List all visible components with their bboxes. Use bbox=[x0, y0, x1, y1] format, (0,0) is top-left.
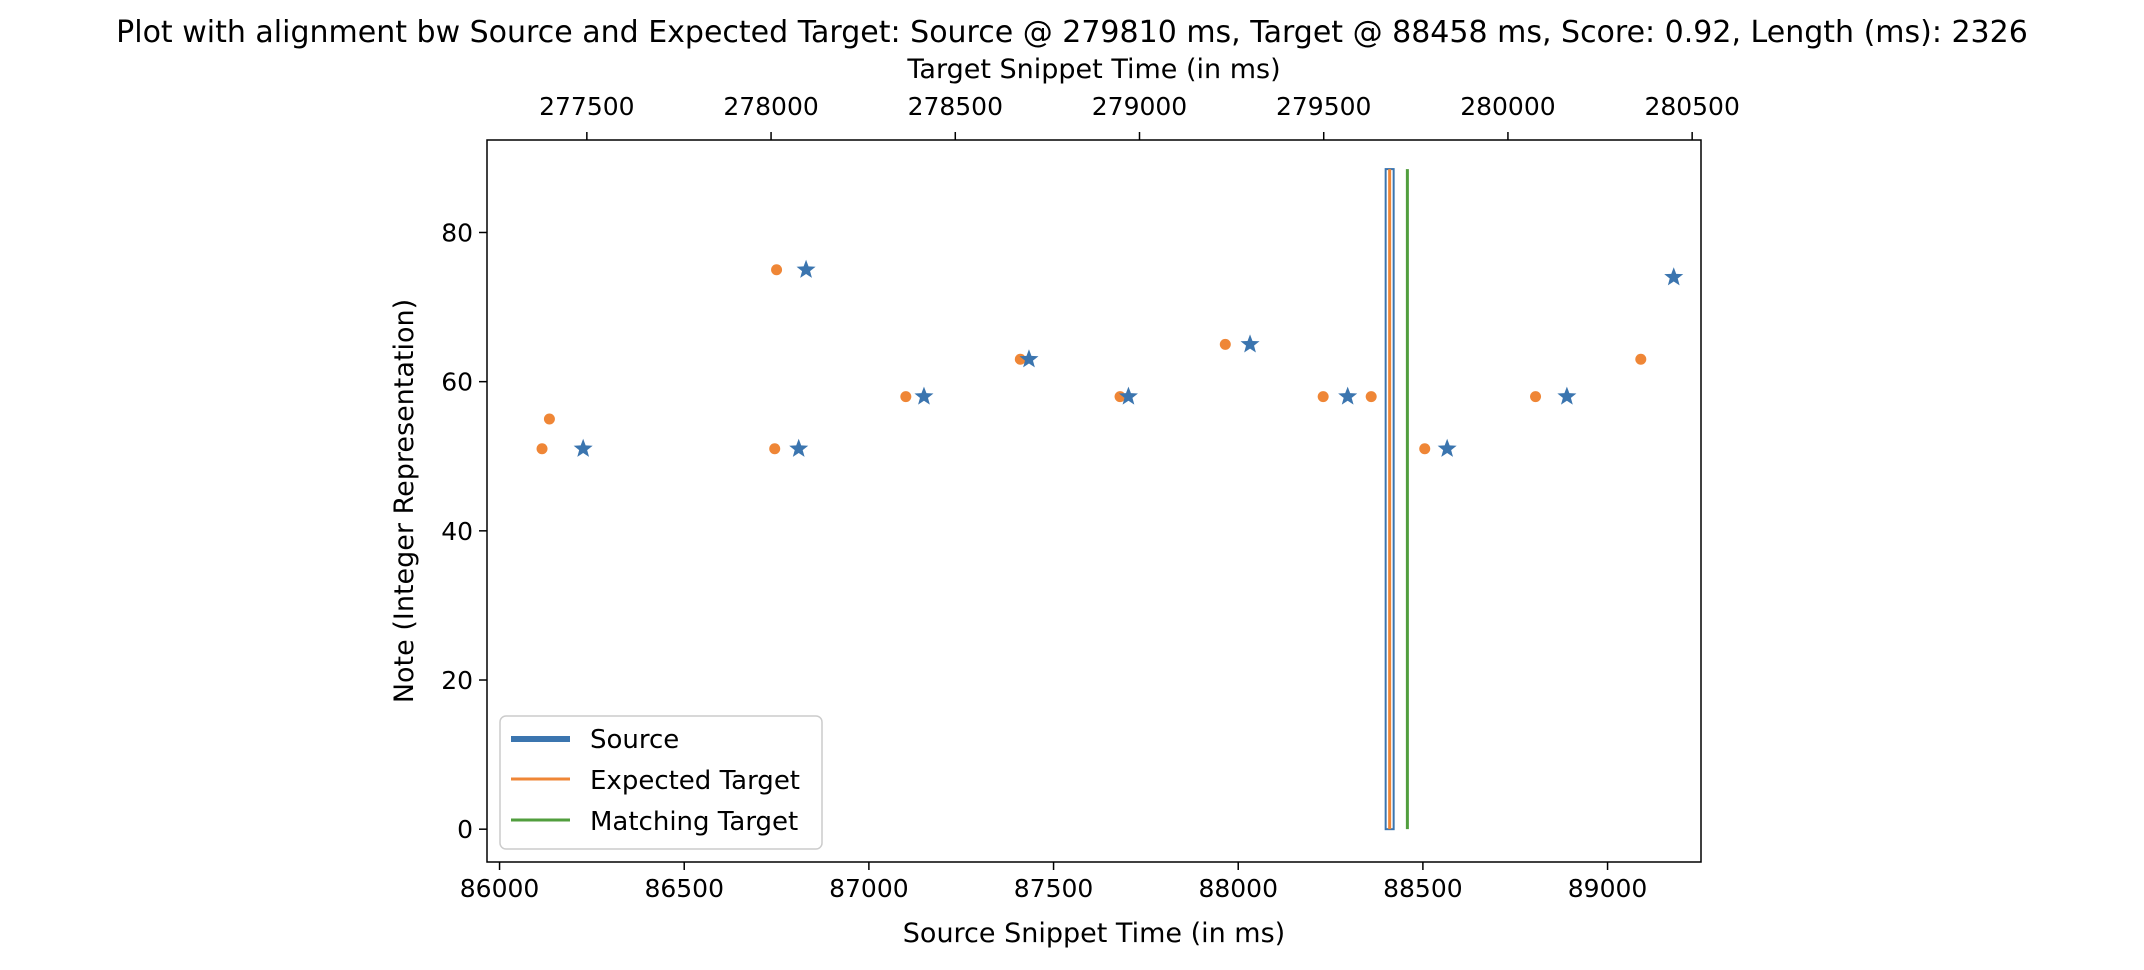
plot-content bbox=[536, 168, 1684, 831]
point-source-7 bbox=[1338, 386, 1358, 405]
point-expected-target-8 bbox=[1317, 391, 1329, 403]
x-tick-label: 88500 bbox=[1383, 874, 1463, 903]
top-x-tick-label: 280500 bbox=[1644, 92, 1739, 121]
legend: Source Expected Target Matching Target bbox=[499, 715, 823, 850]
x-axis-label: Source Snippet Time (in ms) bbox=[903, 918, 1285, 949]
point-expected-target-0 bbox=[536, 443, 548, 455]
top-x-tick-label: 279500 bbox=[1276, 92, 1371, 121]
chart-title: Plot with alignment bw Source and Expect… bbox=[116, 15, 2028, 50]
y-tick-label: 80 bbox=[441, 218, 473, 247]
point-source-5 bbox=[1118, 386, 1138, 405]
point-source-3 bbox=[914, 386, 934, 405]
point-expected-target-11 bbox=[1530, 391, 1542, 403]
point-source-6 bbox=[1240, 334, 1260, 353]
point-expected-target-10 bbox=[1419, 443, 1431, 455]
x-tick-label: 86000 bbox=[460, 874, 540, 903]
top-x-tick-label: 278500 bbox=[908, 92, 1003, 121]
point-source-0 bbox=[573, 438, 593, 457]
legend-label-expected-target: Expected Target bbox=[590, 766, 800, 796]
point-expected-target-7 bbox=[1219, 338, 1231, 350]
point-expected-target-4 bbox=[900, 391, 912, 403]
top-x-tick-label: 278000 bbox=[723, 92, 818, 121]
x-tick-label: 87000 bbox=[829, 874, 909, 903]
legend-box bbox=[499, 715, 823, 850]
y-tick-label: 0 bbox=[457, 815, 473, 844]
point-expected-target-2 bbox=[769, 443, 781, 455]
x-tick-label: 88000 bbox=[1198, 874, 1278, 903]
y-axis-label: Note (Integer Representation) bbox=[389, 299, 420, 703]
legend-label-source: Source bbox=[590, 725, 679, 755]
x-tick-label: 89000 bbox=[1568, 874, 1648, 903]
point-source-8 bbox=[1437, 438, 1457, 457]
top-x-tick-label: 279000 bbox=[1092, 92, 1187, 121]
y-tick-label: 40 bbox=[441, 517, 473, 546]
point-expected-target-9 bbox=[1365, 391, 1377, 403]
x-tick-label: 86500 bbox=[644, 874, 724, 903]
plot-frame bbox=[486, 139, 1702, 863]
y-tick-label: 20 bbox=[441, 666, 473, 695]
point-expected-target-12 bbox=[1635, 353, 1647, 365]
top-x-tick-label: 280000 bbox=[1460, 92, 1555, 121]
point-expected-target-3 bbox=[771, 264, 783, 276]
point-source-9 bbox=[1557, 386, 1577, 405]
top-x-tick-label: 277500 bbox=[539, 92, 634, 121]
point-source-10 bbox=[1664, 267, 1684, 286]
legend-label-matching-target: Matching Target bbox=[590, 807, 798, 837]
point-source-1 bbox=[789, 438, 809, 457]
y-tick-label: 60 bbox=[441, 368, 473, 397]
top-axis-label: Target Snippet Time (in ms) bbox=[906, 54, 1280, 85]
x-tick-label: 87500 bbox=[1014, 874, 1094, 903]
point-source-4 bbox=[1019, 349, 1039, 368]
axis-ticks: 86000 86500 87000 87500 88000 88500 89000 27750… bbox=[441, 92, 1740, 903]
point-source-2 bbox=[796, 259, 816, 278]
point-expected-target-1 bbox=[543, 413, 555, 425]
